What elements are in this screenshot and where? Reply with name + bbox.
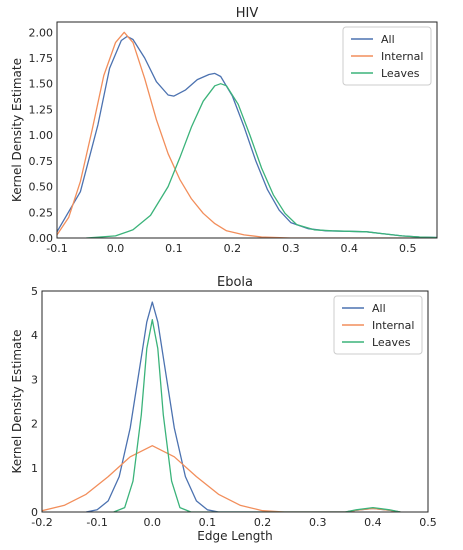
y-tick-label: 1.50: [29, 78, 54, 91]
hiv-chart: HIV -0.1 0.0 0.1 0.2 0.3 0.4 0.5 0.00 0.25 0.50 0.7…: [10, 6, 438, 255]
legend-label-internal: Internal: [381, 50, 423, 63]
x-tick-label: -0.1: [86, 516, 107, 529]
chart-title: Ebola: [217, 275, 253, 290]
y-tick-label: 0.00: [29, 232, 54, 245]
series-line-leaves: [86, 83, 437, 238]
series-line-leaves: [113, 319, 401, 512]
x-tick-label: 0.5: [399, 242, 417, 255]
y-tick-label: 4: [31, 329, 38, 342]
legend-label-leaves: Leaves: [372, 336, 411, 349]
x-tick-label: 0.3: [309, 516, 327, 529]
y-tick-label: 1.00: [29, 129, 54, 142]
legend-label-all: All: [381, 33, 395, 46]
x-tick-label: 0.1: [165, 242, 183, 255]
x-tick-label: 0.0: [107, 242, 125, 255]
x-tick-label: 0.5: [419, 516, 437, 529]
y-axis-label: Kernel Density Estimate: [10, 58, 24, 202]
y-tick-label: 0.75: [29, 155, 54, 168]
y-tick-label: 2: [31, 418, 38, 431]
ebola-chart: Ebola -0.2 -0.1 0.0 0.1 0.2 0.3 0.4 0.5 0 1 2 3 4 5 Ker…: [10, 275, 437, 543]
y-tick-label: 5: [31, 285, 38, 298]
x-tick-label: 0.1: [199, 516, 217, 529]
legend: All Internal Leaves: [342, 26, 432, 86]
x-tick-label: 0.0: [144, 516, 162, 529]
legend-label-all: All: [372, 302, 386, 315]
y-tick-label: 0.25: [29, 206, 54, 219]
x-tick-label: 0.4: [364, 516, 382, 529]
y-tick-label: 0.50: [29, 181, 54, 194]
x-tick-label: 0.2: [224, 242, 242, 255]
legend-box: [342, 26, 432, 86]
x-tick-label: 0.4: [341, 242, 359, 255]
plot-frame: [41, 290, 429, 513]
legend-box: [333, 295, 423, 355]
legend-label-leaves: Leaves: [381, 67, 420, 80]
y-tick-label: 1.25: [29, 103, 54, 116]
y-tick-label: 1.75: [29, 52, 54, 65]
x-axis-label: Edge Length: [197, 529, 272, 543]
legend: All Internal Leaves: [333, 295, 423, 355]
y-tick-label: 1: [31, 462, 38, 475]
series-line-internal: [42, 445, 401, 512]
chart-title: HIV: [236, 6, 259, 21]
y-tick-label: 3: [31, 373, 38, 386]
y-tick-label: 0: [31, 506, 38, 519]
series-line-internal: [57, 31, 437, 238]
x-tick-label: -0.1: [46, 242, 67, 255]
x-tick-label: 0.3: [282, 242, 300, 255]
legend-label-internal: Internal: [372, 319, 414, 332]
y-axis-label: Kernel Density Estimate: [10, 330, 24, 474]
plot-frame: [56, 21, 438, 239]
x-tick-label: -0.2: [31, 516, 52, 529]
y-tick-label: 2.00: [29, 26, 54, 39]
x-tick-label: 0.2: [254, 516, 272, 529]
